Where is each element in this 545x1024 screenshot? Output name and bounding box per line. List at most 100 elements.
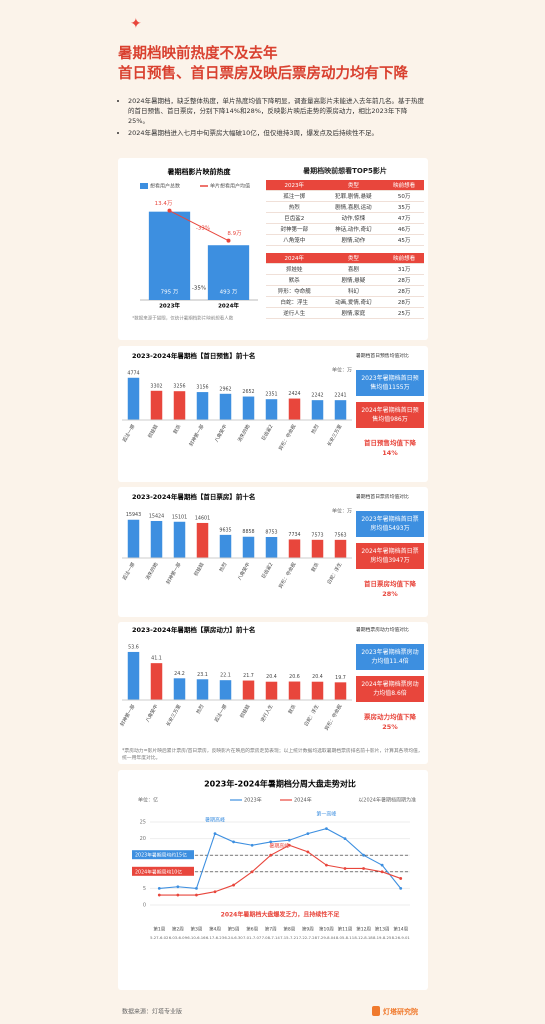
table-cell: 八角笼中 bbox=[266, 234, 323, 246]
value-label: 493 万 bbox=[220, 289, 238, 296]
table-cell: 逆行人生 bbox=[266, 307, 323, 319]
x-tick-sublabel: 6.03-6.09 bbox=[169, 935, 188, 940]
bar bbox=[150, 520, 163, 558]
x-tick-sublabel: 5.27-6.02 bbox=[150, 935, 169, 940]
bar bbox=[288, 681, 301, 700]
bar bbox=[207, 245, 250, 300]
caption: 2024年暑期档大盘爆发乏力，且持续性不足 bbox=[221, 911, 340, 919]
table-cell: 神话,动作,奇幻 bbox=[322, 223, 385, 235]
star-icon: ✦ bbox=[130, 16, 142, 32]
x-tick-label: 第1周 bbox=[153, 926, 165, 933]
line bbox=[159, 844, 401, 896]
bar bbox=[150, 390, 163, 420]
table-cell: 巨齿鲨2 bbox=[266, 212, 323, 224]
x-tick-label: 默杀 bbox=[287, 703, 298, 715]
chart-note: *数据来源于猫眼，仅统计暑期档影片映前想看人数 bbox=[132, 315, 234, 322]
table-row: 白蛇：浮生 动画,爱情,奇幻 28万 bbox=[266, 296, 424, 308]
x-tick-sublabel: 7.01-7.07 bbox=[243, 935, 262, 940]
value-label: 7573 bbox=[311, 532, 323, 538]
value-label: 19.7 bbox=[335, 675, 346, 681]
bar bbox=[265, 399, 278, 420]
sidebar-title: 暑期档首日票房均值对比 bbox=[356, 495, 409, 500]
bar bbox=[127, 651, 140, 700]
value-label: 14601 bbox=[195, 515, 210, 521]
line bbox=[169, 210, 229, 242]
header-cell: 映前想看 bbox=[384, 180, 424, 191]
table-cell: 默杀 bbox=[266, 274, 323, 286]
table-cell: 剧情,喜剧,运动 bbox=[322, 201, 385, 213]
table-cell: 28万 bbox=[384, 274, 424, 286]
table-cell: 喜剧 bbox=[322, 263, 385, 275]
table-cell: 抓娃娃 bbox=[266, 263, 323, 275]
table-cell: 50万 bbox=[384, 190, 424, 202]
bar bbox=[242, 680, 255, 700]
sidebar-box: 2024年暑期档首日预售均值986万 bbox=[356, 402, 424, 428]
bar bbox=[288, 398, 301, 420]
sidebar: 暑期档首日预售均值对比 2023年暑期档首日预售均值1155万 2024年暑期档首日… bbox=[356, 352, 424, 468]
x-tick-label: 第11周 bbox=[338, 926, 353, 933]
card bbox=[118, 770, 428, 990]
spacer bbox=[266, 246, 424, 254]
bar bbox=[173, 391, 186, 420]
spacer-cell bbox=[266, 246, 424, 254]
bar bbox=[196, 392, 209, 420]
x-tick-label: 热烈 bbox=[195, 703, 206, 715]
table-cell: 孤注一掷 bbox=[266, 190, 323, 202]
bar bbox=[219, 393, 232, 420]
table: 2023年 类型 映前想看 孤注一掷 犯罪,剧情,悬疑 50万 热烈 剧情,喜剧,运动 35万巨… bbox=[266, 180, 424, 319]
table-row: 逆行人生 剧情,家庭 25万 bbox=[266, 307, 424, 319]
table-row: 孤注一掷 犯罪,剧情,悬疑 50万 bbox=[266, 190, 424, 202]
value-label: 23.1 bbox=[197, 672, 208, 678]
sidebar-conclusion: 首日预售均值下降14% bbox=[364, 439, 416, 457]
x-tick-label: 第14周 bbox=[393, 926, 408, 933]
line bbox=[159, 828, 402, 889]
value-label: 7734 bbox=[288, 532, 300, 538]
table-cell: 剧情,动作 bbox=[322, 234, 385, 246]
table-cell: 动画,爱情,奇幻 bbox=[322, 296, 385, 308]
bar bbox=[334, 539, 347, 558]
value-label: 8753 bbox=[265, 529, 277, 535]
top5-table: 暑期档映前想看TOP5影片 2023年 类型 映前想看 孤注一掷 犯罪,剧情,悬疑 50万… bbox=[266, 166, 424, 319]
bar bbox=[173, 678, 186, 700]
sidebar-box: 2024年暑期档票房动力均值8.6倍 bbox=[356, 676, 424, 702]
table-cell: 31万 bbox=[384, 263, 424, 275]
chart-title: 2023-2024年暑期档【首日预售】前十名 bbox=[132, 351, 255, 360]
value-label: 24.2 bbox=[174, 671, 185, 677]
chart-title: 2023年-2024年暑期档分周大盘走势对比 bbox=[204, 779, 356, 789]
bar bbox=[150, 663, 163, 700]
y-tick-label: 25 bbox=[140, 820, 146, 826]
table-cell: 犯罪,剧情,悬疑 bbox=[322, 190, 385, 202]
reference-label: 2024年暑期周均10亿 bbox=[135, 868, 182, 875]
table-cell: 46万 bbox=[384, 223, 424, 235]
legend-label: 2023年 bbox=[244, 797, 262, 804]
bar bbox=[148, 211, 191, 300]
value-label: 2242 bbox=[311, 393, 323, 399]
value-label: 8858 bbox=[242, 529, 254, 535]
x-tick-sublabel: 8.19-8.25 bbox=[373, 935, 392, 940]
reference-label-bg bbox=[132, 850, 194, 860]
y-tick-label: 5 bbox=[143, 886, 146, 892]
table-header: 2024年 类型 映前想看 bbox=[266, 253, 424, 264]
x-tick-label: 默杀 bbox=[310, 561, 321, 573]
x-tick-sublabel: 8.05-8.11 bbox=[336, 935, 355, 940]
value-label: 20.6 bbox=[289, 674, 300, 680]
value-label: 3156 bbox=[196, 385, 208, 391]
title-line: 暑期档映前热度不及去年 bbox=[118, 44, 278, 62]
logo-icon bbox=[372, 1006, 380, 1016]
value-label: 9635 bbox=[219, 527, 231, 533]
value-label: 2962 bbox=[219, 386, 231, 392]
value-label: 7563 bbox=[334, 532, 346, 538]
x-tick-label: 第12周 bbox=[356, 926, 371, 933]
annotation: 暑期高峰 bbox=[269, 842, 289, 849]
x-tick-sublabel: 6.10-6.16 bbox=[187, 935, 206, 940]
annotation: 暑期高峰 bbox=[205, 817, 225, 824]
x-tick-sublabel: 8.12-8.18 bbox=[354, 935, 373, 940]
bullets: 2024年暑期档，缺乏整体热度，单片热度均值下降明显，调查量高影片未能进入去年前… bbox=[118, 96, 428, 140]
x-tick-label: 第3周 bbox=[190, 926, 202, 933]
table-cell: 45万 bbox=[384, 234, 424, 246]
brand: 灯塔研究院 bbox=[383, 1007, 418, 1016]
value-label: 13.4万 bbox=[155, 200, 173, 207]
x-tick-label: 热烈 bbox=[218, 561, 229, 573]
legend-swatch bbox=[140, 183, 148, 189]
